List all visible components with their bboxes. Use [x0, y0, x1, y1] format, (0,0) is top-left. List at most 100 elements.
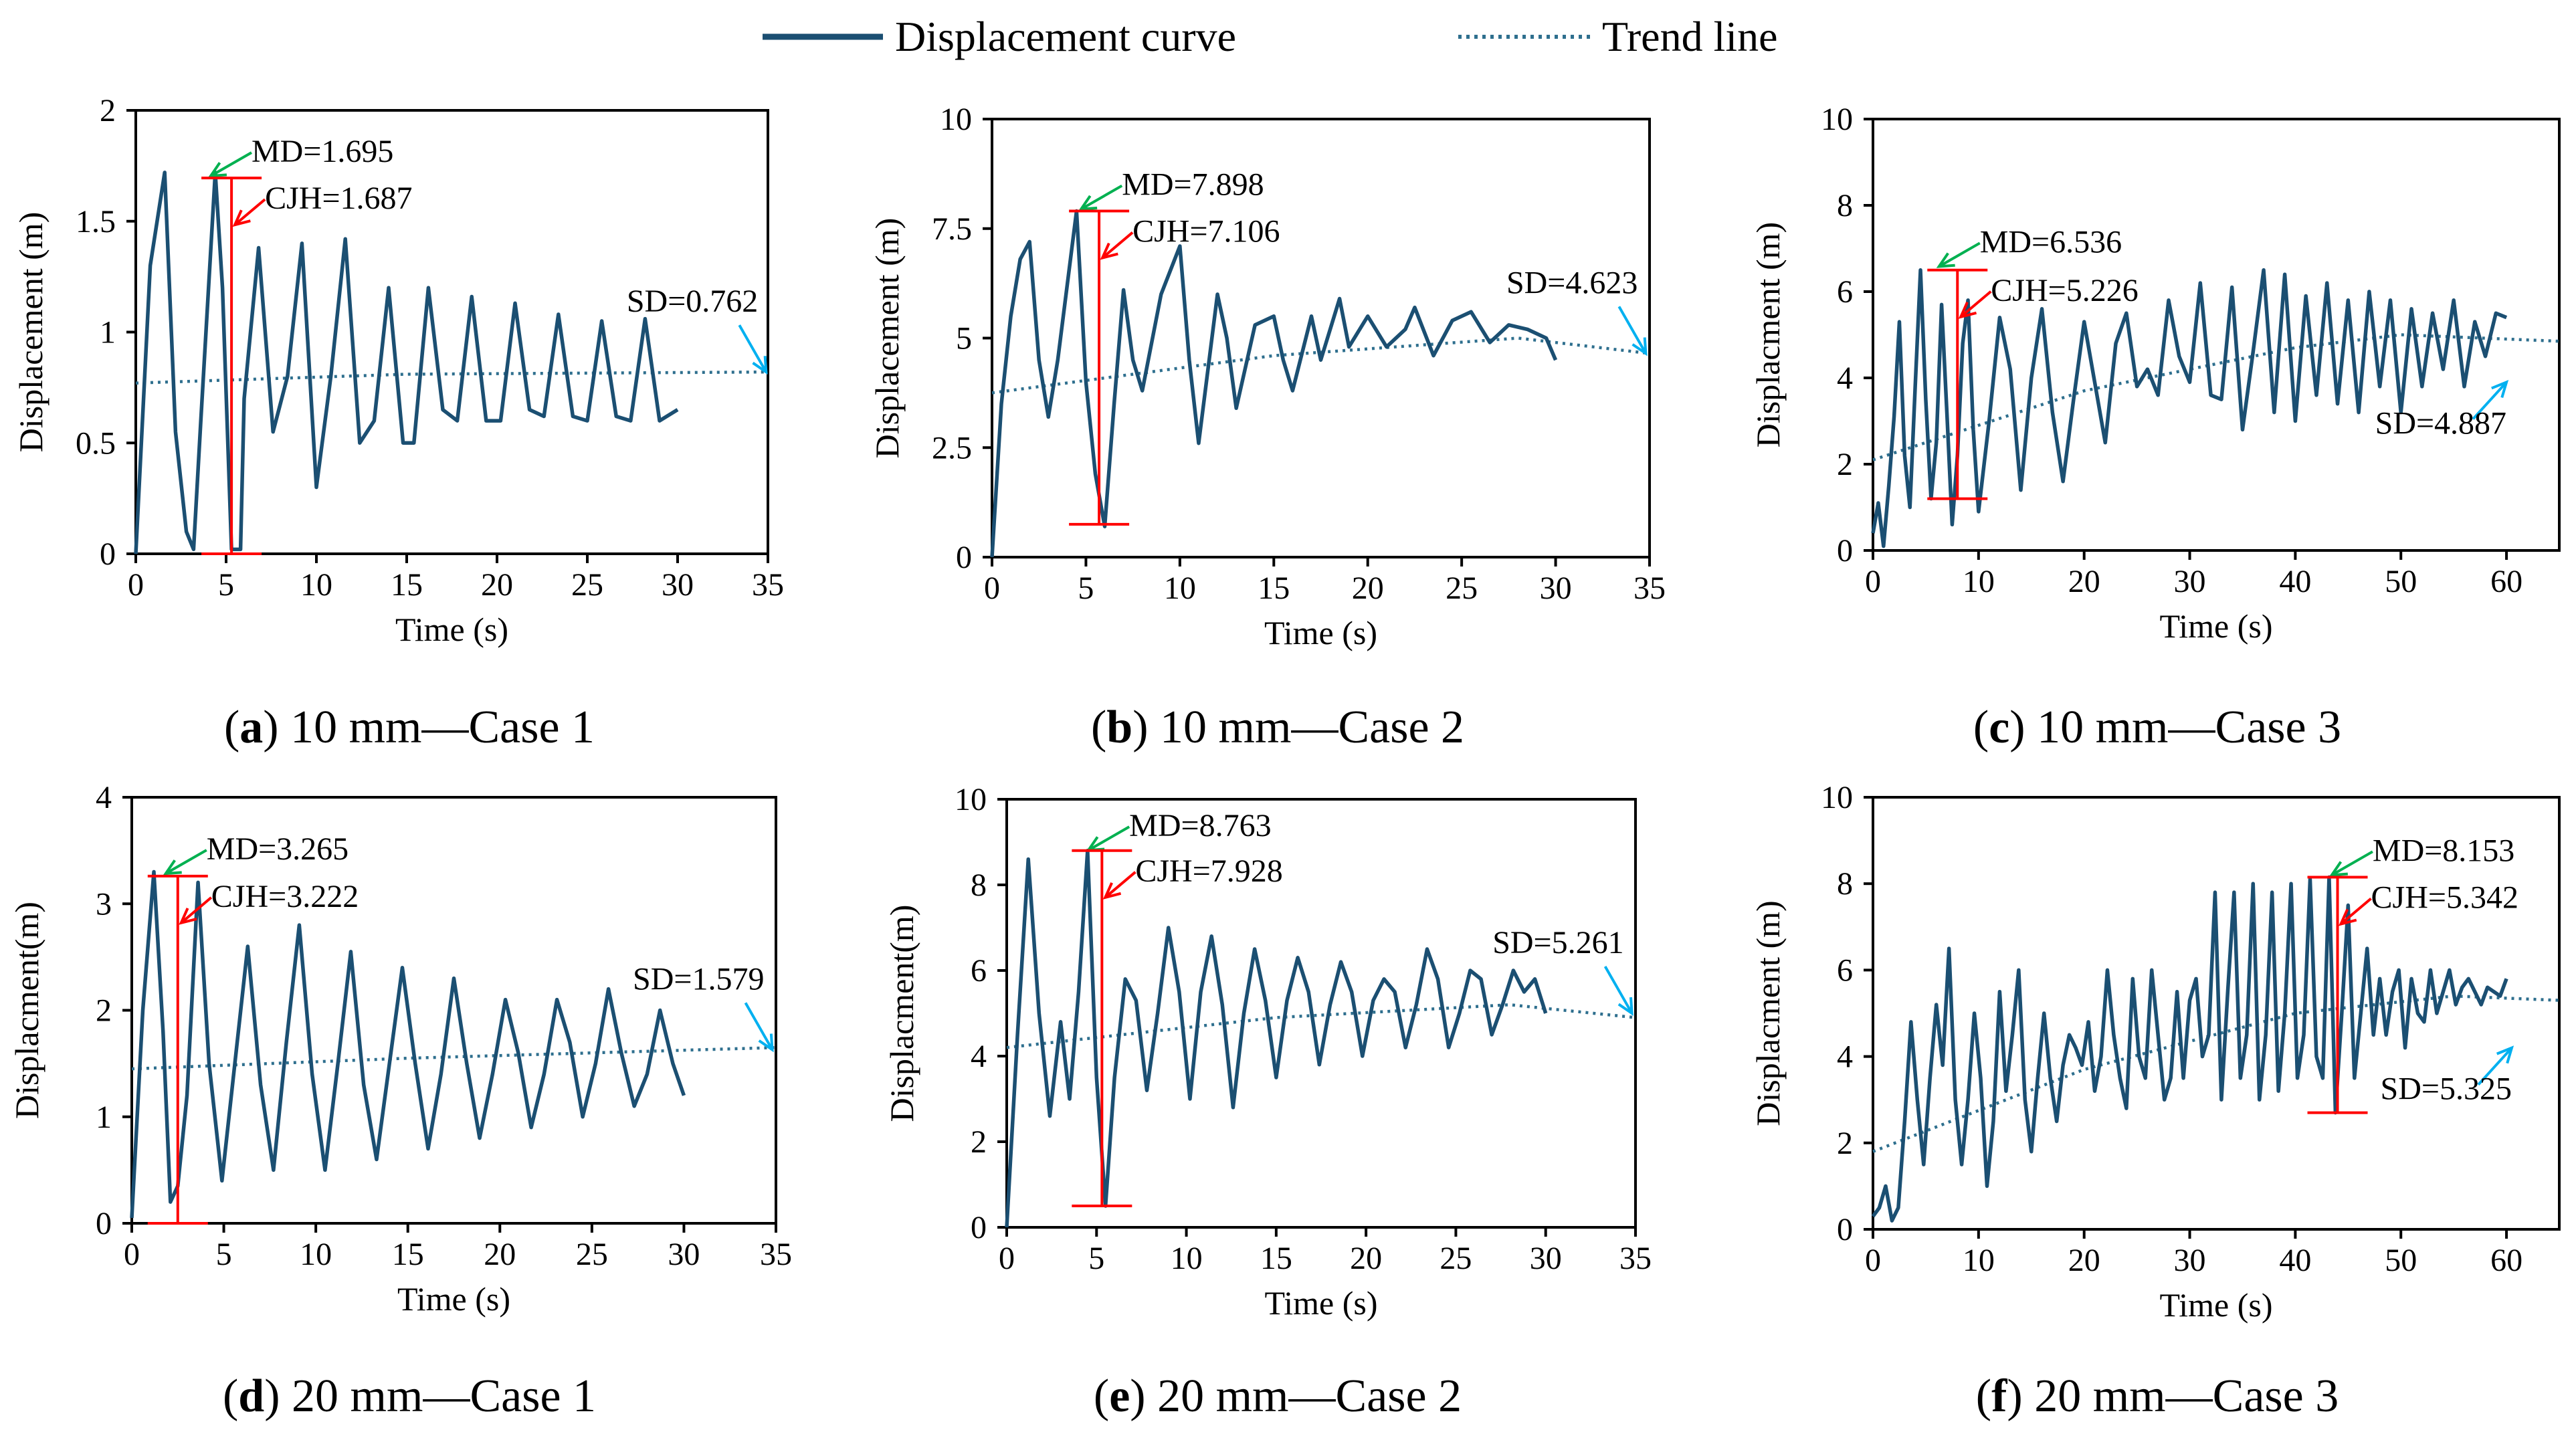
x-axis-label: Time (s) [397, 1280, 510, 1318]
panel-d: 0 5 10 15 20 25 30 35 0 1 2 3 4 Time (s) Displacment(m… [8, 780, 792, 1422]
x-tick-label: 0 [124, 1237, 140, 1272]
x-tick-label: 30 [2174, 1243, 2206, 1278]
x-tick-label: 50 [2385, 1243, 2417, 1278]
panel-caption: (e) 20 mm—Case 2 [1094, 1370, 1462, 1422]
x-tick-label: 30 [1540, 571, 1572, 606]
x-tick-label: 0 [999, 1241, 1015, 1276]
panel-a: 0 5 10 15 20 25 30 35 0 0.5 1 1.5 2 Time (s) Displacem… [12, 93, 784, 753]
x-tick-label: 20 [484, 1237, 516, 1272]
y-tick-label: 6 [971, 953, 987, 989]
cjh-arrow-shaft [1104, 871, 1136, 899]
sd-arrow-head [758, 1033, 774, 1053]
caption-text: ) 20 mm—Case 3 [2007, 1370, 2339, 1422]
md-label: MD=7.898 [1122, 167, 1264, 203]
panel-c: 0 10 20 30 40 50 60 0 2 4 6 8 10 Time (s) Displacment … [1749, 102, 2561, 753]
cjh-arrow-shaft [180, 896, 213, 924]
caption-letter: e [1109, 1370, 1130, 1422]
plot-frame [1005, 798, 1637, 1229]
displacement-curve [990, 209, 1558, 558]
y-tick-label: 8 [971, 867, 987, 903]
displacement-curve [1005, 849, 1548, 1228]
y-tick-label: 10 [1821, 102, 1853, 137]
md-label: MD=6.536 [1980, 224, 2122, 260]
y-tick-label: 4 [971, 1039, 987, 1074]
cjh-arrow-head [1102, 882, 1122, 900]
x-tick-label: 10 [1171, 1241, 1203, 1276]
md-arrow-shaft [2331, 850, 2373, 877]
x-tick-label: 60 [2490, 564, 2522, 599]
panel-caption: (f) 20 mm—Case 3 [1976, 1370, 2339, 1422]
panel-b: 0 5 10 15 20 25 30 35 0 2.5 5 7.5 10 Time (s) Displace… [868, 102, 1666, 753]
legend-trend-label: Trend line [1602, 13, 1778, 60]
sd-label: SD=0.762 [627, 284, 758, 319]
caption-text: ) 20 mm—Case 1 [264, 1370, 596, 1422]
x-axis-label: Time (s) [2159, 1286, 2272, 1324]
y-tick-label: 8 [1837, 866, 1853, 902]
caption-open-paren: ( [223, 1370, 238, 1422]
x-tick-label: 30 [1530, 1241, 1562, 1276]
y-axis-label: Displacement (m) [12, 212, 49, 453]
md-arrow-shaft [210, 151, 252, 177]
y-tick-label: 3 [96, 886, 112, 922]
y-tick-label: 8 [1837, 188, 1853, 223]
y-tick-label: 2 [971, 1124, 987, 1160]
sd-label: SD=5.261 [1492, 925, 1623, 960]
y-axis-label: Displacement (m) [868, 218, 906, 459]
x-axis-label: Time (s) [1264, 1284, 1377, 1322]
md-label: MD=8.153 [2373, 833, 2514, 868]
cjh-label: CJH=7.928 [1135, 853, 1282, 889]
y-tick-label: 0 [956, 540, 972, 575]
y-tick-label: 0 [971, 1210, 987, 1245]
x-tick-label: 0 [1865, 1243, 1881, 1278]
cjh-arrow-shaft [2340, 897, 2372, 926]
cjh-arrow-shaft [1101, 231, 1134, 260]
y-axis-label: Displacment(m) [883, 905, 920, 1122]
y-tick-label: 2 [1837, 447, 1853, 482]
plot-frame [1872, 796, 2561, 1231]
y-tick-label: 10 [940, 102, 972, 137]
y-tick-label: 1 [96, 1100, 112, 1135]
x-tick-label: 15 [391, 567, 423, 603]
cjh-label: CJH=5.226 [1991, 273, 2138, 308]
sd-arrow-head [1617, 997, 1633, 1016]
caption-letter: a [239, 702, 263, 753]
legend-displacement-label: Displacement curve [895, 13, 1236, 60]
x-tick-label: 35 [752, 567, 784, 603]
x-tick-label: 35 [760, 1237, 792, 1272]
sd-arrow-shaft [744, 1002, 774, 1051]
caption-open-paren: ( [1973, 702, 1989, 753]
y-tick-label: 0 [1837, 1212, 1853, 1247]
displacement-curve [1871, 268, 2508, 548]
cjh-arrow-head [1100, 242, 1118, 260]
x-tick-label: 25 [1446, 571, 1478, 606]
x-tick-label: 0 [128, 567, 144, 603]
cjh-arrow-head [232, 209, 251, 227]
md-arrow-shaft [165, 849, 207, 875]
panel-caption: (a) 10 mm—Case 1 [224, 702, 595, 753]
x-tick-label: 20 [1350, 1241, 1382, 1276]
sd-arrow-shaft [1617, 306, 1648, 354]
trend-line [991, 336, 1650, 395]
md-arrow-head [163, 859, 182, 876]
sd-arrow-head [2491, 380, 2509, 399]
md-arrow-head [1078, 195, 1098, 211]
y-tick-label: 1 [100, 315, 116, 350]
y-tick-label: 4 [1837, 361, 1853, 396]
caption-letter: f [1991, 1370, 2007, 1422]
md-arrow-shaft [1938, 241, 1981, 268]
x-tick-label: 15 [1260, 1241, 1292, 1276]
y-tick-label: 0 [100, 536, 116, 572]
y-tick-label: 10 [1821, 780, 1853, 815]
y-tick-label: 0 [1837, 533, 1853, 569]
x-tick-label: 10 [300, 1237, 332, 1272]
x-tick-label: 30 [662, 567, 694, 603]
x-tick-label: 0 [1865, 564, 1881, 599]
x-tick-label: 20 [2068, 564, 2100, 599]
caption-text: ) 20 mm—Case 2 [1130, 1370, 1462, 1422]
legend: Displacement curve Trend line [763, 13, 1778, 60]
caption-text: ) 10 mm—Case 3 [2009, 702, 2341, 753]
x-tick-label: 20 [1352, 571, 1384, 606]
trend-line [131, 1045, 777, 1071]
x-axis-label: Time (s) [2159, 607, 2272, 645]
